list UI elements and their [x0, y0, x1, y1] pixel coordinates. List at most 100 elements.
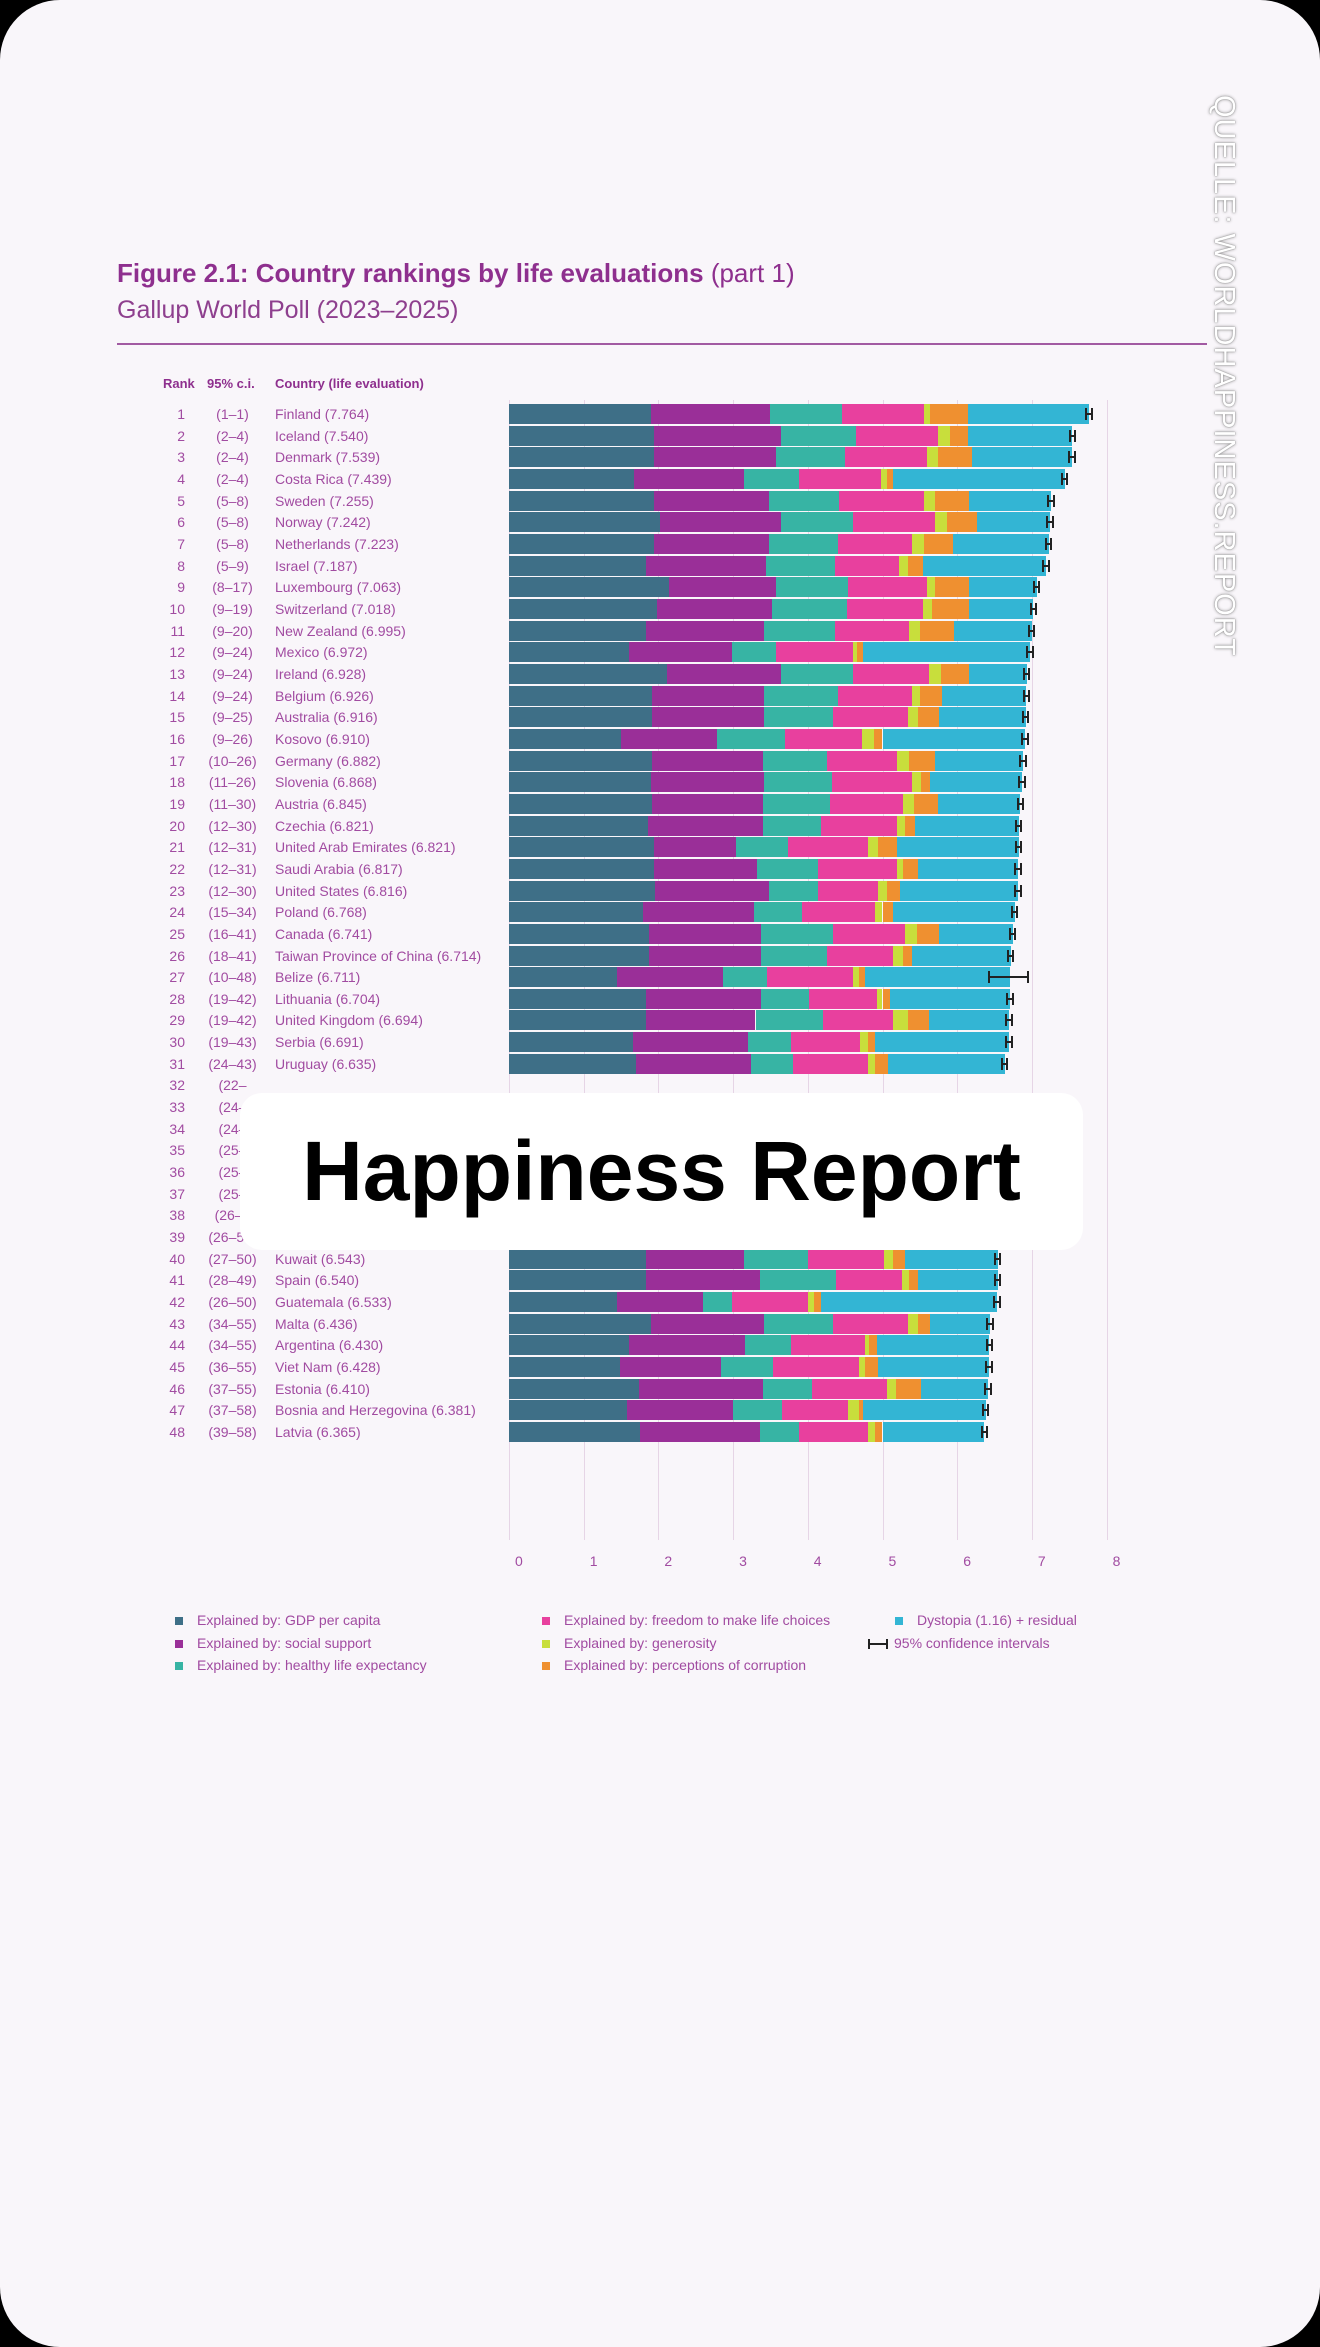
bar-segment-social [667, 663, 781, 684]
country-label: Sweden (7.255) [275, 492, 374, 509]
bar-segment-freedom [834, 555, 899, 576]
ci-label: (2–4) [216, 470, 249, 487]
country-label: Norway (7.242) [275, 514, 371, 531]
country-label: Belgium (6.926) [275, 687, 374, 704]
country-label: Bosnia and Herzegovina (6.381) [275, 1402, 476, 1419]
confidence-interval [1026, 646, 1034, 659]
country-label: Netherlands (7.223) [275, 535, 399, 552]
confidence-interval [993, 1296, 1001, 1309]
table-row: 17 (10–26) Germany (6.882) [0, 750, 1320, 772]
table-row: 33 (24– [0, 1096, 1320, 1118]
ci-label: (25– [218, 1142, 247, 1159]
legend-swatch [542, 1640, 550, 1649]
x-tick-label: 5 [888, 1553, 897, 1569]
bar-segment-gdp [509, 772, 651, 793]
bar-segment-health [764, 707, 834, 728]
country-label: Malta (6.436) [275, 1315, 358, 1332]
bar-segment-freedom [837, 685, 913, 706]
bar-segment-dystopia [904, 1248, 998, 1269]
ci-label: (11–26) [208, 774, 257, 791]
rank-label: 9 [177, 579, 185, 596]
bar-segment-generosity [860, 1032, 868, 1053]
legend-swatch [175, 1617, 183, 1626]
bar-segment-freedom [837, 533, 913, 554]
bar-segment-social [634, 468, 744, 489]
country-label: Serbia (6.691) [275, 1034, 364, 1051]
bar-segment-gdp [509, 1400, 628, 1421]
bar-segment-gdp [509, 728, 622, 749]
bar-segment-generosity [909, 620, 920, 641]
country-label: Mexico (6.972) [275, 644, 368, 661]
bar-segment-health [716, 728, 786, 749]
rank-label: 3 [177, 449, 185, 466]
confidence-interval [1060, 472, 1069, 485]
bar-segment-social [646, 988, 762, 1009]
table-row: 27 (10–48) Belize (6.711) [0, 966, 1320, 988]
confidence-interval [994, 1252, 1002, 1265]
bar-segment-generosity [875, 902, 883, 923]
bar-segment-dystopia [912, 945, 1011, 966]
bar-segment-freedom [801, 902, 876, 923]
table-row: 20 (12–30) Czechia (6.821) [0, 815, 1320, 837]
bar-segment-corruption [924, 533, 953, 554]
table-row: 25 (16–41) Canada (6.741) [0, 923, 1320, 945]
ci-label: (19–42) [208, 1012, 257, 1029]
legend-swatch [895, 1617, 903, 1626]
table-row: 6 (5–8) Norway (7.242) [0, 511, 1320, 533]
country-label: Guatemala (6.533) [275, 1294, 392, 1311]
bar-segment-corruption [934, 490, 970, 511]
ci-label: (25– [218, 1164, 247, 1181]
bar-segment-corruption [895, 1378, 922, 1399]
bar-segment-social [649, 923, 762, 944]
bar-segment-dystopia [954, 620, 1032, 641]
bar-segment-freedom [822, 1010, 893, 1031]
bar-segment-health [762, 1378, 813, 1399]
bar-segment-social [652, 685, 765, 706]
bar-segment-gdp [509, 1270, 647, 1291]
bar-segment-freedom [833, 707, 908, 728]
bar-segment-social [653, 447, 777, 468]
bar-segment-social [655, 880, 769, 901]
bar-segment-social [638, 1378, 763, 1399]
bar-segment-health [754, 902, 802, 923]
country-label: Kuwait (6.543) [275, 1250, 366, 1267]
bar-segment-social [647, 815, 763, 836]
ci-label: (5–8) [216, 535, 249, 552]
bar-segment-health [748, 1032, 792, 1053]
bar-segment-generosity [876, 988, 883, 1009]
bar-segment-social [646, 1010, 756, 1031]
country-label: Slovenia (6.868) [275, 774, 377, 791]
bar-segment-social [616, 1292, 704, 1313]
ci-label: (12–31) [208, 839, 257, 856]
bar-segment-dystopia [942, 685, 1027, 706]
rank-label: 5 [177, 492, 185, 509]
bar-segment-gdp [509, 642, 629, 663]
bar-segment-dystopia [930, 1313, 990, 1334]
confidence-interval [1019, 754, 1027, 767]
bar-segment-generosity [858, 1357, 865, 1378]
bar-segment-corruption [949, 425, 968, 446]
rank-label: 40 [169, 1250, 185, 1267]
bar-segment-generosity [907, 1313, 919, 1334]
bar-segment-dystopia [875, 1032, 1009, 1053]
bar-segment-social [628, 1335, 746, 1356]
ci-label: (12–31) [208, 860, 257, 877]
bar-segment-health [703, 1292, 732, 1313]
bar-segment-dystopia [889, 988, 1010, 1009]
rank-label: 23 [169, 882, 185, 899]
country-label: United Kingdom (6.694) [275, 1012, 423, 1029]
bar-segment-corruption [916, 923, 940, 944]
bar-segment-health [736, 837, 789, 858]
confidence-interval [1005, 1036, 1013, 1049]
country-label: Kosovo (6.910) [275, 730, 370, 747]
bar-segment-freedom [798, 468, 881, 489]
bar-segment-health [770, 404, 843, 424]
rank-label: 29 [169, 1012, 185, 1029]
bar-segment-corruption [903, 858, 919, 879]
confidence-interval [1046, 516, 1054, 529]
rank-label: 14 [169, 687, 185, 704]
rank-label: 42 [169, 1294, 185, 1311]
ci-label: (2–4) [216, 449, 249, 466]
bar-segment-generosity [897, 858, 904, 879]
confidence-interval [1021, 711, 1030, 724]
